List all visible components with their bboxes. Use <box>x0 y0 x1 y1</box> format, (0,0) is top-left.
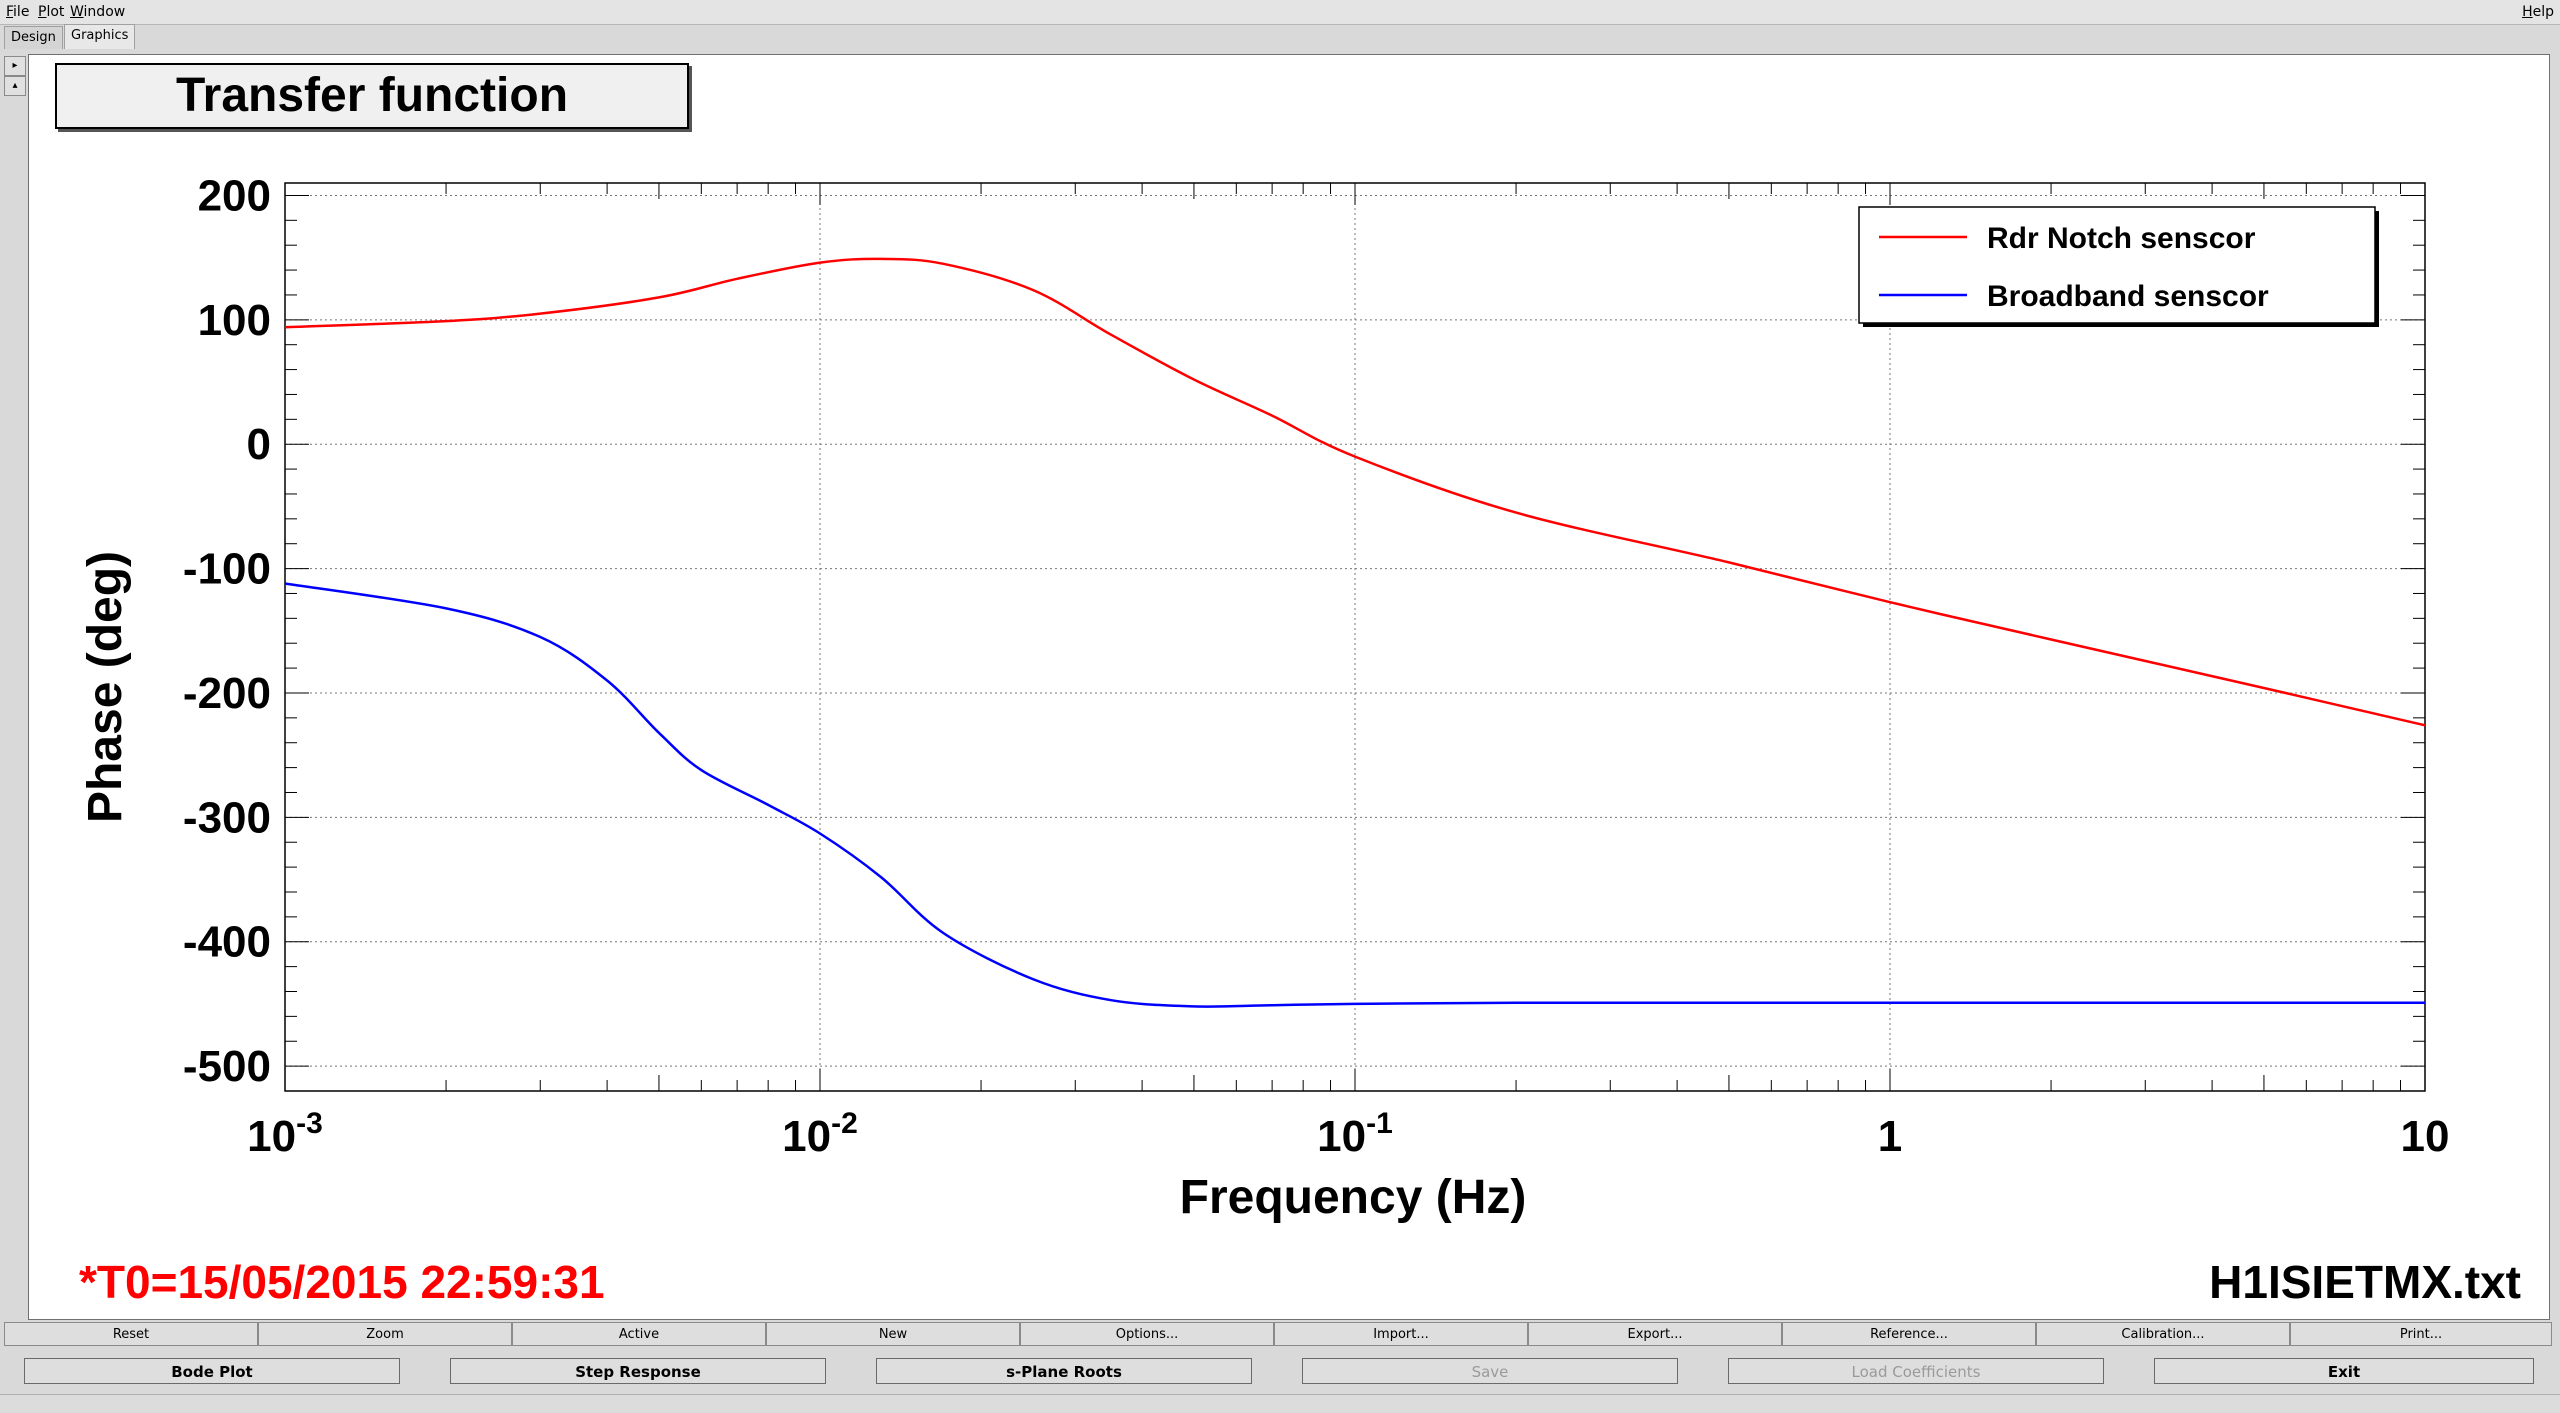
reset-button[interactable]: Reset <box>4 1322 258 1346</box>
plot-title: Transfer function <box>55 63 689 129</box>
calibration-button[interactable]: Calibration... <box>2036 1322 2290 1346</box>
print-button[interactable]: Print... <box>2290 1322 2552 1346</box>
plot-canvas[interactable]: Transfer function 10-3 10-2 10-1 1 10 200 100 0… <box>28 54 2550 1320</box>
bode-plot-button[interactable]: Bode Plot <box>24 1358 400 1384</box>
active-button[interactable]: Active <box>512 1322 766 1346</box>
load-coefficients-button[interactable]: Load Coefficients <box>1728 1358 2104 1384</box>
y-tick-label: 0 <box>247 420 271 469</box>
y-tick-label: -400 <box>183 918 271 967</box>
y-tick-label: 100 <box>198 296 271 345</box>
menu-window[interactable]: Window <box>70 4 126 20</box>
x-tick-label: 10 <box>2401 1112 2450 1161</box>
legend-label: Broadband senscor <box>1987 280 2269 313</box>
tab-graphics[interactable]: Graphics <box>64 24 136 49</box>
x-tick-label: 10-1 <box>1317 1107 1393 1161</box>
tab-bar: Design Graphics <box>0 24 2560 50</box>
export-button[interactable]: Export... <box>1528 1322 1782 1346</box>
collapse-arrow-icon[interactable]: ▴ <box>4 76 26 96</box>
y-axis-title: Phase (deg) <box>79 551 132 823</box>
zoom-button[interactable]: Zoom <box>258 1322 512 1346</box>
y-tick-label: -500 <box>183 1042 271 1091</box>
step-response-button[interactable]: Step Response <box>450 1358 826 1384</box>
save-button[interactable]: Save <box>1302 1358 1678 1384</box>
tab-design[interactable]: Design <box>4 26 63 49</box>
action-bar: Bode Plot Step Response s-Plane Roots Sa… <box>0 1358 2560 1388</box>
series-line-1 <box>284 257 2426 727</box>
expand-arrow-icon[interactable]: ▸ <box>4 56 26 76</box>
new-button[interactable]: New <box>766 1322 1020 1346</box>
reference-button[interactable]: Reference... <box>1782 1322 2036 1346</box>
transfer-function-chart: 10-3 10-2 10-1 1 10 200 100 0 -100 -200 -300 -400 -5… <box>79 171 2450 1224</box>
legend-label: Rdr Notch senscor <box>1987 222 2256 255</box>
menu-file[interactable]: File <box>6 4 30 20</box>
y-tick-label: -100 <box>183 545 271 594</box>
y-tick-label: -300 <box>183 793 271 842</box>
menu-bar: File Plot Window Help <box>0 0 2560 25</box>
menu-plot[interactable]: Plot <box>38 4 65 20</box>
splane-roots-button[interactable]: s-Plane Roots <box>876 1358 1252 1384</box>
legend-box <box>1858 206 2376 324</box>
options-button[interactable]: Options... <box>1020 1322 1274 1346</box>
t0-timestamp: *T0=15/05/2015 22:59:31 <box>79 1256 605 1308</box>
status-bar <box>0 1394 2560 1413</box>
y-tick-label: 200 <box>198 171 271 220</box>
x-tick-label: 1 <box>1878 1112 1902 1161</box>
plot-toolbar: Reset Zoom Active New Options... Import.… <box>4 1322 2556 1346</box>
series-line-2 <box>284 582 2426 1008</box>
menu-help[interactable]: Help <box>2522 4 2554 20</box>
import-button[interactable]: Import... <box>1274 1322 1528 1346</box>
x-tick-label: 10-3 <box>247 1107 323 1161</box>
y-tick-label: -200 <box>183 669 271 718</box>
file-name-label: H1ISIETMX.txt <box>2209 1256 2521 1308</box>
exit-button[interactable]: Exit <box>2154 1358 2534 1384</box>
x-axis-title: Frequency (Hz) <box>1180 1171 1527 1224</box>
x-tick-label: 10-2 <box>782 1107 858 1161</box>
